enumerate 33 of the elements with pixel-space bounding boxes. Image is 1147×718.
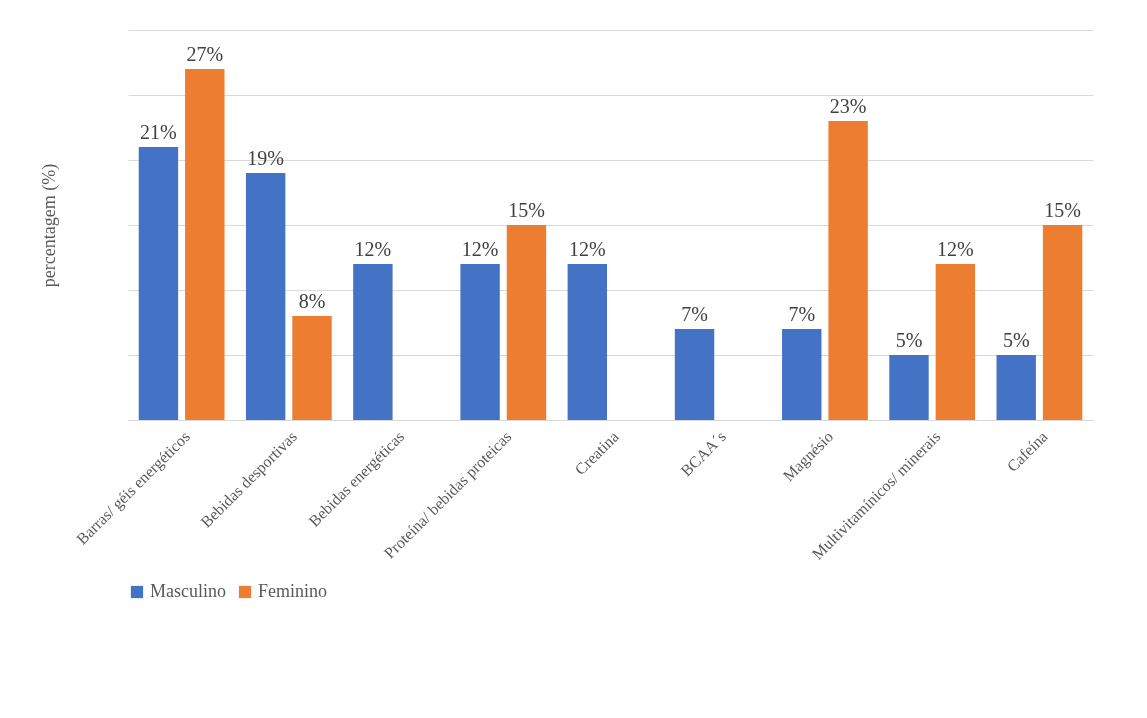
bar (996, 355, 1036, 420)
bar (889, 355, 929, 420)
bar (353, 264, 393, 420)
y-axis-title: percentagem (%) (38, 163, 60, 288)
bar (185, 69, 225, 420)
legend-label: Masculino (150, 581, 226, 601)
data-label: 21% (140, 121, 177, 143)
data-label: 12% (568, 238, 606, 260)
data-label: 12% (354, 238, 392, 260)
data-label: 15% (1044, 199, 1081, 221)
bar (782, 329, 822, 420)
bar (935, 264, 976, 420)
data-label: 5% (895, 329, 923, 351)
bar (460, 264, 500, 420)
bar (506, 225, 547, 420)
bar (567, 264, 608, 420)
data-label: 5% (1002, 329, 1030, 351)
data-label: 7% (681, 303, 708, 325)
data-label: 12% (461, 238, 499, 260)
data-label: 12% (937, 238, 974, 260)
bar (292, 316, 332, 420)
data-label: 23% (829, 95, 867, 117)
data-label: 7% (788, 303, 816, 325)
data-label: 19% (247, 147, 284, 169)
data-label: 15% (508, 199, 545, 221)
data-label: 27% (186, 43, 224, 65)
data-label: 8% (298, 290, 326, 312)
bar (674, 329, 715, 420)
legend-label: Feminino (258, 581, 328, 601)
bar (828, 121, 868, 420)
bar (245, 173, 286, 420)
bar (138, 147, 179, 420)
bar (1042, 225, 1083, 420)
